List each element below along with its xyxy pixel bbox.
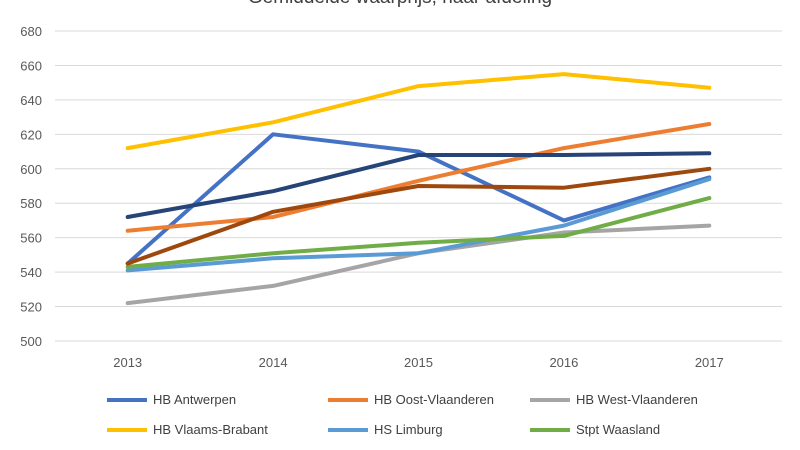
legend-swatch [530,397,570,402]
legend-swatch [328,427,368,432]
y-tick-label: 580 [20,196,42,211]
legend-swatch [107,397,147,402]
x-tick-label: 2015 [404,355,433,370]
x-tick-label: 2016 [549,355,578,370]
legend-swatch [530,427,570,432]
y-tick-label: 680 [20,24,42,39]
x-tick-label: 2017 [695,355,724,370]
x-tick-label: 2013 [113,355,142,370]
y-tick-label: 620 [20,127,42,142]
legend-swatch [107,427,147,432]
series-line-3 [125,72,712,151]
legend-label: HB Vlaams-Brabant [153,422,268,437]
legend-label: HB Antwerpen [153,392,237,407]
legend-item: HS Limburg [328,422,443,437]
series-line-1 [125,122,712,233]
legend-item: HB West-Vlaanderen [530,392,698,407]
x-tick-label: 2014 [259,355,288,370]
legend-label: Stpt Waasland [576,422,661,437]
y-tick-label: 640 [20,93,42,108]
y-tick-label: 500 [20,334,42,349]
legend-swatch [328,397,368,402]
chart-title: Gemiddelde waarprijs, naar afdeling [0,0,800,9]
series-line-5 [125,196,712,269]
series-line-7 [125,166,712,266]
y-tick-label: 560 [20,231,42,246]
legend-label: HS Limburg [374,422,443,437]
legend-label: HB Oost-Vlaanderen [374,392,494,407]
plot-area: 500 520 540 560 580 600 620 640 660 680 2013 2014 20… [20,24,782,370]
series-line-6 [125,151,712,219]
legend-item: HB Oost-Vlaanderen [328,392,494,407]
series-line-4 [125,177,712,273]
series-line-0 [125,132,712,266]
y-tick-label: 600 [20,162,42,177]
legend-item: HB Antwerpen [107,392,236,407]
y-tick-label: 520 [20,300,42,315]
legend-label: HB West-Vlaanderen [576,392,698,407]
y-tick-label: 540 [20,265,42,280]
legend-item: Stpt Waasland [530,422,660,437]
legend-item: HB Vlaams-Brabant [107,422,268,437]
y-tick-label: 660 [20,58,42,73]
